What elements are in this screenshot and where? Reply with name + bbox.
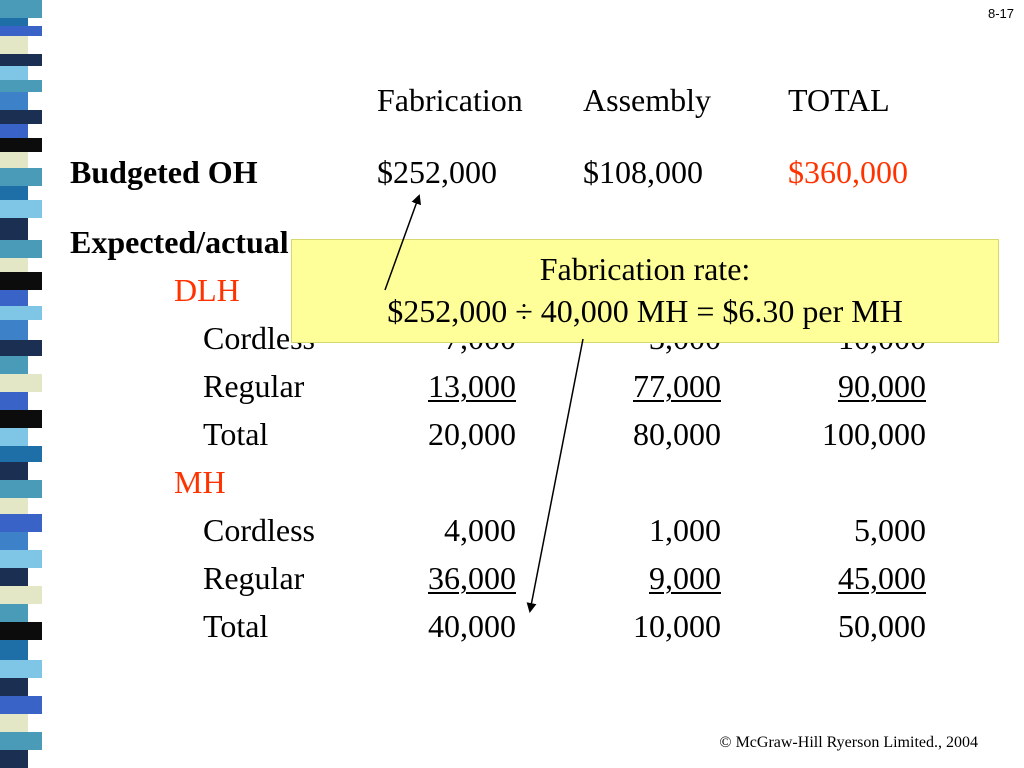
callout-line-2: $252,000 ÷ 40,000 MH = $6.30 per MH [387,293,903,329]
stripe-block [0,356,28,374]
stripe-block [0,200,42,218]
mh-total-total: 50,000 [838,608,926,644]
stripe-block [0,514,42,532]
stripe-block [0,604,28,622]
stripe-block [0,80,42,92]
header-fabrication: Fabrication [377,82,523,118]
budgeted-oh-total: $360,000 [788,154,908,190]
stripe-block [0,240,42,258]
stripe-block [0,218,28,240]
stripe-block [0,124,28,138]
stripe-block [0,18,28,26]
dlh-regular-label: Regular [203,368,305,404]
stripe-block [0,696,42,714]
expected-actual-label: Expected/actual [70,224,289,260]
fabrication-rate-callout: Fabrication rate: $252,000 ÷ 40,000 MH =… [291,239,999,343]
stripe-block [0,428,28,446]
decorative-stripe [0,0,42,768]
stripe-block [0,498,28,514]
stripe-block [0,36,28,54]
stripe-block [0,374,42,392]
dlh-regular-fabrication: 13,000 [428,368,516,404]
mh-regular-assembly: 9,000 [649,560,721,596]
mh-label: MH [174,464,226,500]
stripe-block [0,258,28,272]
dlh-total-label: Total [203,416,269,452]
stripe-block [0,152,28,168]
stripe-block [0,532,28,550]
mh-total-assembly: 10,000 [633,608,721,644]
callout-line-1: Fabrication rate: [539,251,751,287]
dlh-total-fabrication: 20,000 [428,416,516,452]
stripe-block [0,446,42,462]
stripe-block [0,138,42,152]
stripe-block [0,410,42,428]
stripe-block [0,110,42,124]
stripe-block [0,0,42,18]
stripe-block [0,66,28,80]
arrow-to-budgeted-oh [384,194,421,291]
mh-cordless-total: 5,000 [854,512,926,548]
dlh-regular-assembly: 77,000 [633,368,721,404]
mh-cordless-fabrication: 4,000 [444,512,516,548]
stripe-block [0,168,42,186]
mh-total-label: Total [203,608,269,644]
stripe-block [0,586,42,604]
stripe-block [0,272,42,290]
header-total: TOTAL [788,82,890,118]
budgeted-oh-fabrication: $252,000 [377,154,497,190]
stripe-block [0,550,42,568]
budgeted-oh-label: Budgeted OH [70,154,258,190]
stripe-block [0,462,28,480]
arrow-to-mh-total [526,338,584,613]
stripe-block [0,480,42,498]
dlh-total-total: 100,000 [822,416,926,452]
copyright: © McGraw-Hill Ryerson Limited., 2004 [719,734,978,751]
stripe-block [0,340,42,356]
slide-number: 8-17 [987,6,1014,21]
stripe-block [0,714,28,732]
stripe-block [0,622,42,640]
header-assembly: Assembly [583,82,711,118]
stripe-block [0,678,28,696]
stripe-block [0,306,42,320]
stripe-block [0,732,42,750]
mh-total-fabrication: 40,000 [428,608,516,644]
stripe-block [0,290,28,306]
stripe-block [0,186,28,200]
dlh-label: DLH [174,272,240,308]
mh-regular-label: Regular [203,560,305,596]
mh-regular-fabrication: 36,000 [428,560,516,596]
stripe-block [0,92,28,110]
stripe-block [0,750,28,768]
stripe-block [0,568,28,586]
mh-regular-total: 45,000 [838,560,926,596]
dlh-total-assembly: 80,000 [633,416,721,452]
stripe-block [0,26,42,36]
stripe-block [0,660,42,678]
mh-cordless-label: Cordless [203,512,315,548]
stripe-block [0,640,28,660]
mh-cordless-assembly: 1,000 [649,512,721,548]
dlh-regular-total: 90,000 [838,368,926,404]
stripe-block [0,54,42,66]
stripe-block [0,392,28,410]
budgeted-oh-assembly: $108,000 [583,154,703,190]
stripe-block [0,320,28,340]
